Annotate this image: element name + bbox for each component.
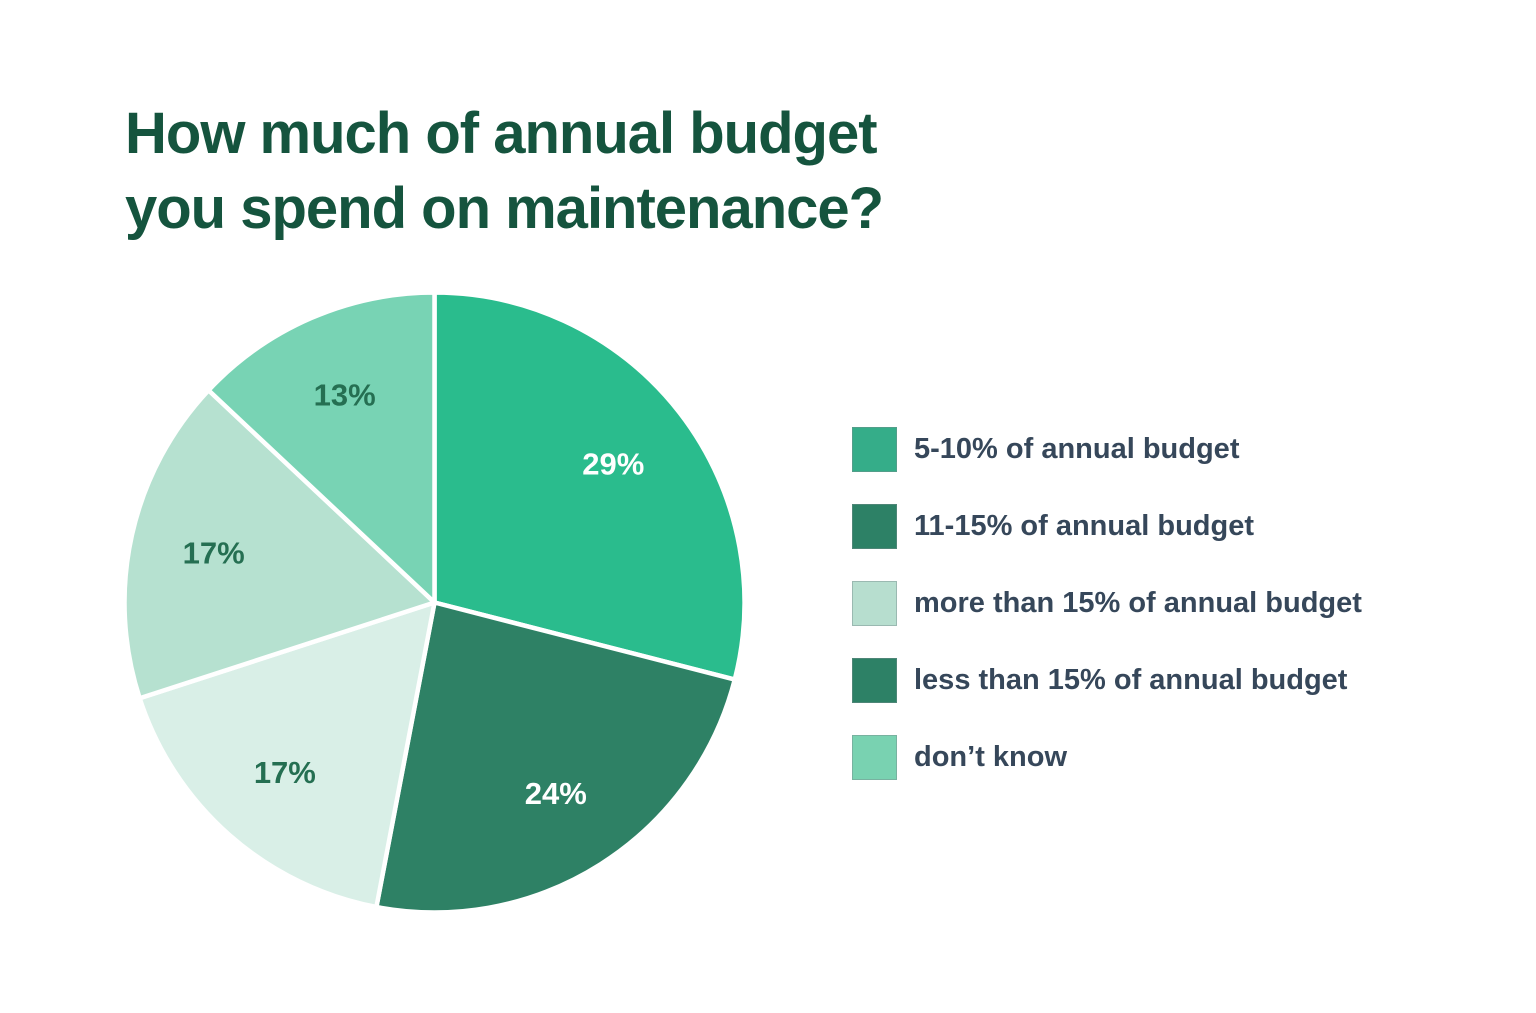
pie-slice [206,290,437,605]
legend-swatch [852,504,897,549]
pie-slice [432,290,747,682]
chart-title: How much of annual budget you spend on m… [125,96,884,246]
legend-label: more than 15% of annual budget [914,587,1362,619]
pie-slice [122,388,437,701]
pie-slice-label: 29% [582,446,644,481]
legend-item: don’t know [852,735,1362,780]
legend-label: less than 15% of annual budget [914,664,1348,696]
pie-slice-label: 17% [183,536,245,571]
legend-item: less than 15% of annual budget [852,658,1362,703]
legend: 5-10% of annual budget 11-15% of annual … [852,427,1362,780]
legend-item: 11-15% of annual budget [852,504,1362,549]
pie-chart: 29% 24% 17% 17% 13% [122,290,747,915]
legend-item: more than 15% of annual budget [852,581,1362,626]
pie-slice [374,600,738,915]
legend-label: 5-10% of annual budget [914,433,1240,465]
chart-title-line2: you spend on maintenance? [125,176,884,241]
pie-slice-label: 13% [314,377,376,412]
pie-slice-label: 17% [254,755,316,790]
legend-swatch [852,658,897,703]
legend-label: 11-15% of annual budget [914,510,1254,542]
chart-title-line1: How much of annual budget [125,101,878,166]
legend-item: 5-10% of annual budget [852,427,1362,472]
legend-label: don’t know [914,741,1068,773]
pie-slice [137,600,437,910]
legend-swatch [852,581,897,626]
pie-slice-label: 24% [525,776,587,811]
legend-swatch [852,735,897,780]
legend-swatch [852,427,897,472]
